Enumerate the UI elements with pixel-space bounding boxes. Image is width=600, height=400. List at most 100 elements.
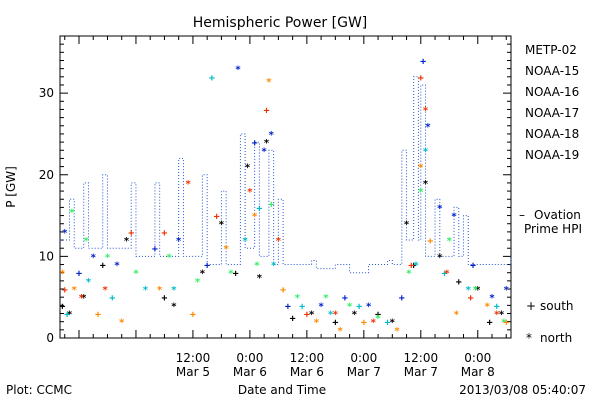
data-point-noaa-16: + <box>299 301 305 312</box>
data-point-metp-02: + <box>100 261 106 272</box>
ovation-hpi-series <box>60 76 512 274</box>
data-point-noaa-17: * <box>294 293 300 304</box>
data-point-noaa-19: + <box>418 73 424 84</box>
data-point-noaa-18: * <box>223 244 229 255</box>
data-point-noaa-15: * <box>318 301 324 312</box>
y-axis: 0 10 20 30 <box>39 43 511 345</box>
data-point-metp-02: + <box>456 277 462 288</box>
legend-entry-noaa-19: NOAA-19 <box>525 148 579 162</box>
data-point-noaa-18: + <box>503 318 509 329</box>
data-point-noaa-17: * <box>133 269 139 280</box>
footer-plot-credit: Plot: CCMC <box>6 383 72 397</box>
data-point-noaa-15: + <box>420 56 426 67</box>
legend: METP-02 NOAA-15 NOAA-16 NOAA-17 NOAA-18 NOAA-… <box>525 43 579 162</box>
data-point-noaa-15: * <box>366 301 372 312</box>
data-point-noaa-15: + <box>252 138 258 149</box>
legend-entry-noaa-17: NOAA-17 <box>525 106 579 120</box>
data-point-metp-02: * <box>171 301 177 312</box>
data-point-noaa-19: + <box>304 310 310 321</box>
data-point-noaa-18: * <box>59 269 65 280</box>
data-point-noaa-19: * <box>423 105 429 116</box>
data-point-noaa-15: * <box>503 285 509 296</box>
data-point-noaa-18: * <box>337 326 343 337</box>
legend-ovation-dash: – <box>519 208 525 222</box>
data-point-noaa-19: + <box>62 285 68 296</box>
data-point-metp-02: * <box>81 293 87 304</box>
data-point-noaa-17: * <box>104 252 110 263</box>
data-point-metp-02: + <box>487 318 493 329</box>
data-point-metp-02: * <box>199 269 205 280</box>
x-tick-label-date: Mar 7 <box>404 365 438 379</box>
data-point-noaa-17: * <box>166 252 172 263</box>
data-point-noaa-15: * <box>62 228 68 239</box>
data-point-noaa-17: * <box>406 269 412 280</box>
data-point-noaa-17: * <box>501 318 507 329</box>
data-marks: +**+*+***+***+ *+* +**+**+*+**+**+*+*+**+ *… <box>59 56 509 336</box>
data-point-noaa-19: * <box>185 179 191 190</box>
data-point-noaa-18: * <box>484 301 490 312</box>
data-point-noaa-16: * <box>85 277 91 288</box>
data-point-noaa-16: + <box>356 301 362 312</box>
data-point-noaa-17: * <box>254 261 260 272</box>
data-point-metp-02: * <box>437 252 443 263</box>
data-point-noaa-19: * <box>444 269 450 280</box>
data-point-noaa-16: + <box>109 293 115 304</box>
legend-north-label: north <box>540 331 572 345</box>
data-point-noaa-16: * <box>271 261 277 272</box>
data-point-noaa-15: * <box>114 261 120 272</box>
data-point-metp-02: + <box>233 269 239 280</box>
data-point-noaa-15: + <box>470 261 476 272</box>
data-point-metp-02: * <box>351 310 357 321</box>
plot-frame <box>59 35 512 339</box>
data-point-noaa-17: * <box>83 236 89 247</box>
data-point-noaa-18: * <box>157 285 163 296</box>
x-axis-label: Date and Time <box>238 383 326 397</box>
data-point-noaa-16: * <box>465 285 471 296</box>
x-tick-label-date: Mar 6 <box>290 365 324 379</box>
data-point-noaa-19: + <box>408 261 414 272</box>
y-tick-label: 0 <box>46 331 54 345</box>
data-point-metp-02: + <box>332 318 338 329</box>
data-point-noaa-18: * <box>418 163 424 174</box>
legend-north-symbol: * <box>526 331 532 345</box>
data-point-noaa-15: + <box>399 293 405 304</box>
x-tick-label-time: 0:00 <box>350 351 377 365</box>
data-point-noaa-15: + <box>204 261 210 272</box>
data-point-noaa-15: * <box>437 203 443 214</box>
data-point-noaa-19: * <box>275 236 281 247</box>
legend-entry-noaa-16: NOAA-16 <box>525 85 579 99</box>
data-point-noaa-18: + <box>427 236 433 247</box>
x-tick-label-time: 12:00 <box>176 351 211 365</box>
data-point-noaa-19: * <box>370 318 376 329</box>
data-point-noaa-16: + <box>442 269 448 280</box>
data-point-metp-02: * <box>498 310 504 321</box>
data-point-noaa-15: + <box>152 244 158 255</box>
data-point-noaa-17: * <box>418 187 424 198</box>
y-tick-label: 30 <box>39 86 54 100</box>
data-point-noaa-19: + <box>214 212 220 223</box>
data-point-metp-02: + <box>290 314 296 325</box>
data-point-metp-02: + <box>161 293 167 304</box>
footer-timestamp: 2013/03/08 05:40:07 <box>459 383 586 397</box>
x-tick-label-time: 12:00 <box>290 351 325 365</box>
data-point-metp-02: * <box>404 220 410 231</box>
data-point-noaa-16: + <box>209 73 215 84</box>
data-point-noaa-15: * <box>425 122 431 133</box>
data-point-metp-02: * <box>245 163 251 174</box>
data-point-noaa-15: * <box>451 212 457 223</box>
legend-south-label: south <box>540 299 574 313</box>
data-point-noaa-17: * <box>323 293 329 304</box>
data-point-noaa-18: * <box>394 326 400 337</box>
data-point-metp-02: * <box>475 285 481 296</box>
data-point-noaa-19: + <box>468 293 474 304</box>
data-point-noaa-19: * <box>494 310 500 321</box>
data-point-noaa-19: * <box>78 293 84 304</box>
data-point-noaa-16: + <box>256 203 262 214</box>
data-point-noaa-19: + <box>128 228 134 239</box>
data-point-metp-02: * <box>423 179 429 190</box>
y-tick-label: 10 <box>39 249 54 263</box>
data-point-noaa-19: * <box>102 285 108 296</box>
data-point-noaa-15: * <box>489 293 495 304</box>
